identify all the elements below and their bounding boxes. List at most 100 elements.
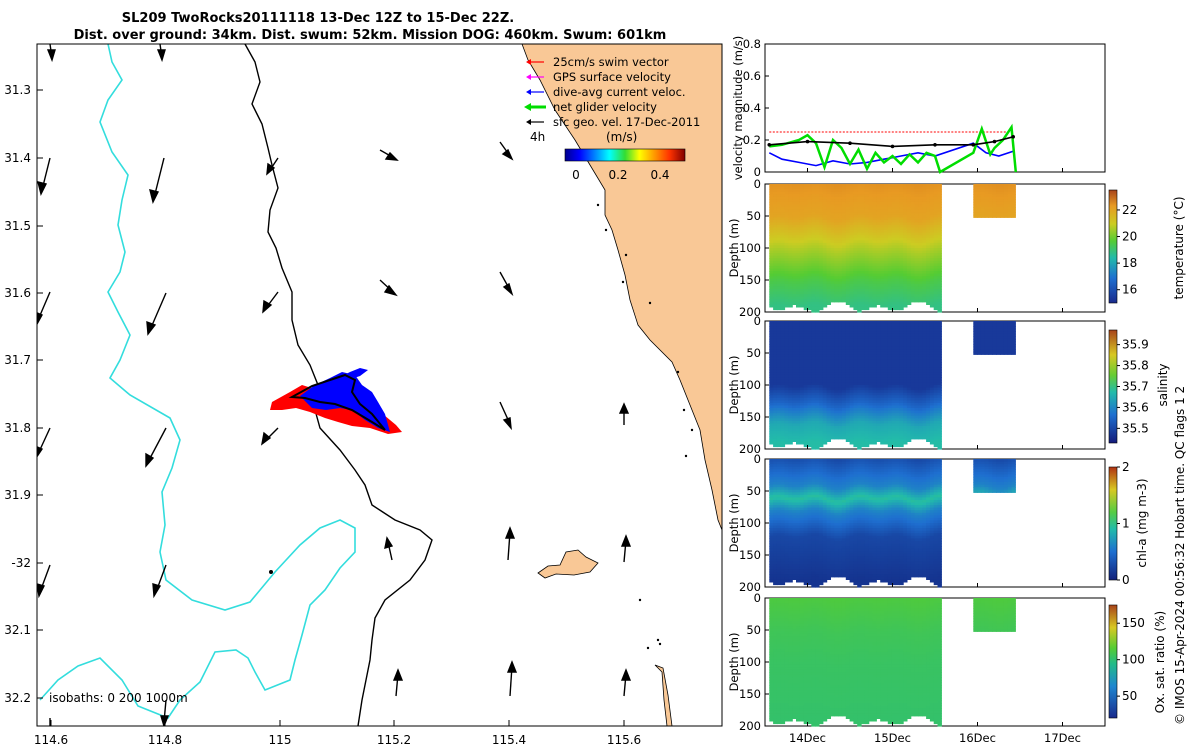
section-cell: [815, 333, 820, 337]
section-cell: [769, 395, 774, 399]
section-cell: [780, 351, 786, 355]
section-cell: [773, 268, 778, 272]
section-cell: [845, 189, 851, 193]
section-cell: [980, 333, 986, 337]
section-cell: [891, 273, 896, 277]
section-cell: [880, 382, 885, 386]
section-cell: [864, 367, 870, 371]
section-cell: [838, 338, 843, 343]
section-cell: [937, 321, 942, 325]
section-cell: [784, 400, 789, 404]
section-cell: [880, 395, 885, 399]
section-cell: [1007, 209, 1013, 213]
section-cell: [884, 438, 889, 442]
section-cell: [929, 362, 935, 366]
section-cell: [933, 362, 939, 366]
section-cell: [929, 338, 935, 343]
section-cell: [803, 189, 809, 193]
section-cell: [811, 372, 816, 376]
section-cell: [929, 408, 935, 412]
section-cell: [868, 410, 874, 414]
section-cell: [780, 283, 786, 287]
arrow: [618, 402, 630, 425]
section-cell: [868, 374, 874, 378]
section-cell: [776, 184, 782, 188]
section-cell: [864, 214, 870, 218]
section-cell: [773, 245, 778, 249]
section-cell: [910, 255, 916, 259]
section-cell: [861, 201, 866, 206]
section-cell: [857, 273, 862, 277]
section-cell: [884, 341, 889, 345]
section-cell: [815, 286, 820, 290]
section-cell: [906, 418, 912, 422]
section-cell: [910, 408, 916, 412]
section-cell: [857, 263, 862, 267]
section-cell: [853, 219, 858, 223]
section-cell: [903, 344, 908, 348]
section-cell: [872, 263, 877, 267]
section-cell: [776, 415, 782, 419]
section-cell: [857, 418, 862, 422]
section-cell: [922, 240, 927, 244]
section-cell: [906, 438, 912, 442]
section-cell: [918, 248, 923, 252]
section-cell: [988, 199, 993, 203]
section-cell: [857, 397, 862, 401]
section-cell: [922, 336, 927, 340]
section-cell: [887, 326, 893, 330]
section-cell: [887, 286, 893, 290]
section-cell: [811, 362, 816, 366]
section-cell: [891, 397, 896, 401]
section-cell: [861, 242, 866, 247]
section-cell: [891, 410, 896, 414]
section-cell: [918, 245, 923, 249]
section-cell: [773, 296, 778, 300]
section-cell: [780, 323, 786, 327]
section-cell: [903, 436, 908, 440]
section-cell: [903, 326, 908, 330]
section-cell: [811, 191, 816, 195]
section-cell: [857, 309, 862, 313]
section-cell: [792, 426, 797, 430]
section-cell: [819, 349, 824, 353]
section-cell: [1003, 196, 1009, 200]
section-cell: [977, 344, 982, 348]
section-cell: [880, 225, 885, 229]
section-cell: [841, 382, 847, 386]
land-coast: [521, 44, 722, 531]
section-cell: [807, 397, 812, 401]
section-cell: [841, 359, 847, 363]
section-cell: [792, 395, 797, 399]
section-cell: [895, 433, 900, 437]
section-cell: [864, 278, 870, 282]
section-cell: [769, 201, 774, 206]
section-cell: [815, 326, 820, 330]
section-cell: [769, 553, 774, 557]
section-cell: [811, 410, 816, 414]
section-cell: [803, 402, 809, 407]
section-cell: [853, 326, 858, 330]
section-cell: [792, 255, 797, 259]
section-cell: [906, 351, 912, 355]
section-cell: [922, 291, 927, 295]
section-cell: [834, 217, 839, 221]
section-cell: [906, 194, 912, 198]
section-cell: [819, 281, 824, 285]
section-cell: [1000, 209, 1005, 213]
section-cell: [872, 344, 877, 348]
section-cell: [861, 397, 866, 401]
section-cell: [819, 333, 824, 337]
section-cell: [819, 304, 824, 308]
section-cell: [891, 387, 896, 391]
section-cell: [784, 464, 789, 468]
section-cell: [849, 354, 854, 358]
section-cell: [868, 191, 874, 195]
section-cell: [807, 395, 812, 399]
section-cell: [792, 201, 797, 206]
section-cell: [880, 242, 885, 247]
section-cell: [864, 184, 870, 188]
section-cell: [769, 186, 774, 190]
section-cell: [891, 438, 896, 442]
section-cell: [811, 291, 816, 295]
